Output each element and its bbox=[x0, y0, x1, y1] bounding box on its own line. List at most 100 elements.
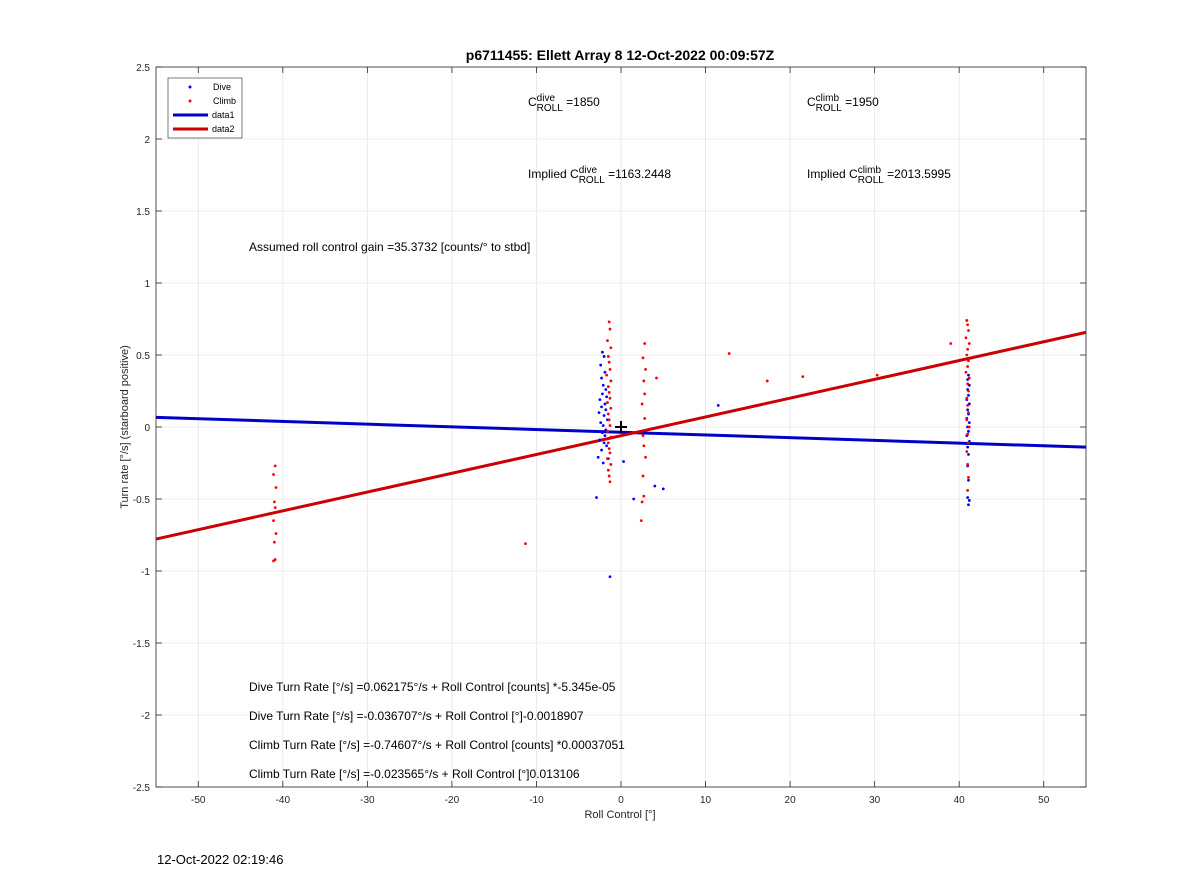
dive-point bbox=[600, 448, 603, 452]
annotation-part: =1950 bbox=[842, 95, 879, 109]
plot-area: -50 -40 -30 -20 -10 0 10 20 30 40 50-2.5-2-1.5-1-0… bbox=[133, 63, 1087, 806]
climb-point bbox=[967, 359, 970, 363]
climb-point bbox=[606, 412, 610, 416]
climb-point bbox=[967, 476, 970, 479]
dive-turn-rate-counts-equation: Dive Turn Rate [°/s] =0.062175°/s + Roll… bbox=[249, 680, 616, 694]
x-tick-label: 0 bbox=[618, 795, 624, 806]
climb-point bbox=[642, 379, 646, 383]
print-timestamp: 12-Oct-2022 02:19:46 bbox=[157, 852, 284, 867]
dive-point bbox=[966, 445, 970, 449]
annotation-part: ROLL bbox=[537, 103, 564, 114]
annotation-part: =1163.2448 bbox=[605, 167, 672, 181]
climb-point bbox=[639, 519, 643, 522]
dive-point bbox=[604, 388, 608, 391]
climb-point bbox=[641, 434, 645, 438]
climb-point bbox=[644, 455, 647, 459]
climb-point bbox=[609, 435, 613, 439]
x-tick-label: -30 bbox=[360, 795, 375, 806]
climb-point bbox=[642, 444, 646, 448]
climb-point bbox=[642, 494, 646, 498]
dive-point bbox=[599, 363, 603, 367]
climb-point bbox=[606, 429, 609, 433]
climb-point bbox=[272, 500, 276, 504]
annotations: Cdive ROLL =1850 Cclimb ROLL =1950 Implied… bbox=[249, 93, 951, 781]
y-tick-label: -0.5 bbox=[133, 495, 151, 506]
dive-turn-rate-degrees-equation: Dive Turn Rate [°/s] =-0.036707°/s + Rol… bbox=[249, 709, 584, 723]
y-axis-label: Turn rate [°/s] (starboard positive) bbox=[119, 345, 131, 509]
climb-point bbox=[644, 368, 647, 371]
climb-point bbox=[606, 355, 610, 358]
climb-point bbox=[608, 424, 612, 427]
climb-point bbox=[965, 353, 969, 357]
y-tick-label: 1.5 bbox=[136, 207, 150, 218]
climb-point bbox=[606, 441, 610, 445]
legend-label: Climb bbox=[213, 96, 236, 106]
legend-label: data1 bbox=[212, 110, 235, 120]
x-tick-label: -20 bbox=[445, 795, 460, 806]
dive-point bbox=[632, 497, 636, 501]
dive-point bbox=[600, 405, 603, 409]
climb-point bbox=[964, 370, 968, 374]
climb-point bbox=[607, 474, 611, 478]
x-tick-label: 10 bbox=[700, 795, 712, 806]
x-tick-label: -10 bbox=[529, 795, 544, 806]
climb-point bbox=[965, 450, 969, 453]
annotation-part: Implied C bbox=[807, 167, 858, 181]
x-axis-label: Roll Control [°] bbox=[584, 809, 655, 821]
climb-point bbox=[607, 391, 611, 394]
x-tick-label: -40 bbox=[276, 795, 291, 806]
climb-turn-rate-counts-equation: Climb Turn Rate [°/s] =-0.74607°/s + Rol… bbox=[249, 738, 625, 752]
climb-point bbox=[966, 347, 970, 351]
annotation-part: dive bbox=[537, 93, 556, 104]
annotation-part: ROLL bbox=[858, 175, 885, 186]
dive-point bbox=[601, 350, 604, 354]
climb-point bbox=[966, 365, 970, 368]
climb-point bbox=[967, 411, 970, 414]
climb-point bbox=[640, 500, 644, 504]
x-tick-label: 50 bbox=[1038, 795, 1050, 806]
dive-point bbox=[602, 441, 606, 445]
climb-point bbox=[274, 486, 278, 489]
legend: Dive Climb data1 data2 bbox=[167, 77, 243, 139]
climb-point bbox=[606, 401, 609, 404]
legend-marker bbox=[188, 85, 192, 89]
dive-point bbox=[967, 429, 970, 433]
dive-point bbox=[967, 373, 970, 377]
dive-point bbox=[597, 411, 601, 414]
y-tick-label: -2.5 bbox=[133, 783, 151, 794]
climb-point bbox=[967, 342, 971, 345]
climb-point bbox=[606, 385, 610, 389]
dive-point bbox=[967, 499, 971, 502]
dive-point bbox=[602, 355, 606, 358]
series-layer bbox=[155, 319, 1087, 579]
c-roll-climb-annotation: Cclimb ROLL =1950 bbox=[807, 93, 879, 114]
climb-turn-rate-degrees-equation: Climb Turn Rate [°/s] =-0.023565°/s + Ro… bbox=[249, 767, 580, 781]
climb-point bbox=[967, 425, 971, 429]
climb-point bbox=[966, 432, 970, 436]
dive-point bbox=[601, 424, 605, 427]
climb-point bbox=[875, 373, 879, 377]
climb-point bbox=[727, 352, 731, 355]
dive-point bbox=[608, 575, 612, 579]
climb-point bbox=[607, 320, 611, 324]
dive-point bbox=[600, 376, 603, 380]
climb-point bbox=[966, 488, 970, 492]
climb-point bbox=[606, 468, 610, 472]
dive-point bbox=[716, 404, 720, 407]
legend-label: data2 bbox=[212, 124, 235, 134]
dive-point bbox=[967, 478, 970, 482]
climb-point bbox=[967, 376, 971, 380]
climb-point bbox=[609, 379, 613, 383]
legend-marker bbox=[188, 99, 192, 103]
dive-point bbox=[605, 444, 609, 448]
annotation-part: C bbox=[528, 95, 537, 109]
dive-point bbox=[653, 484, 657, 488]
climb-point bbox=[965, 418, 969, 422]
climb-point bbox=[606, 457, 609, 461]
climb-point bbox=[655, 376, 658, 380]
roll-gain-annotation: Assumed roll control gain =35.3732 [coun… bbox=[249, 240, 530, 254]
climb-point bbox=[643, 416, 647, 420]
dive-point bbox=[603, 370, 607, 374]
climb-point bbox=[273, 464, 277, 468]
dive-point bbox=[601, 461, 605, 465]
